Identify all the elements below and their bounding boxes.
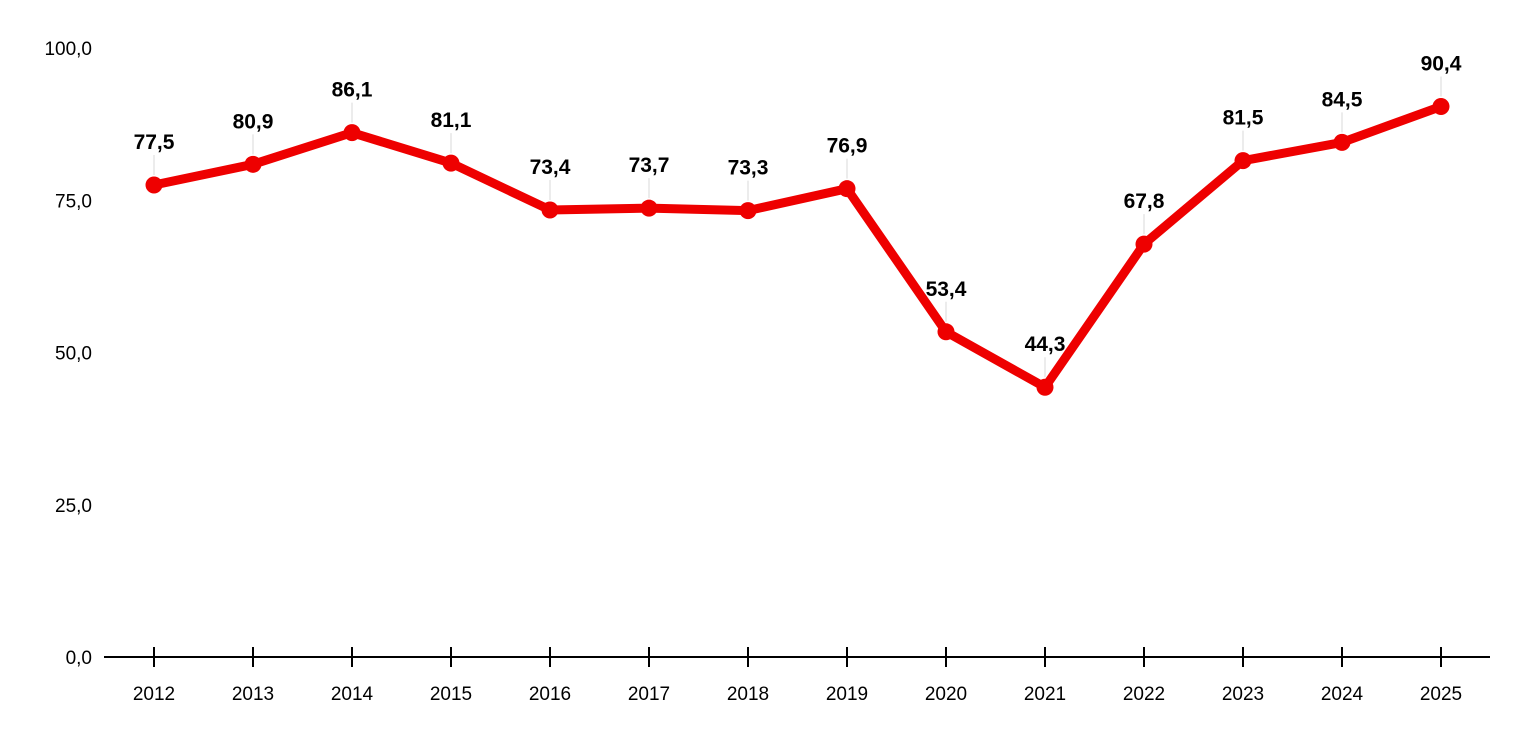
x-tick-label: 2017 xyxy=(628,684,670,705)
data-label: 81,1 xyxy=(431,109,472,132)
x-tick-label: 2020 xyxy=(925,684,967,705)
x-tick-label: 2014 xyxy=(331,684,374,705)
data-label-leader-lines xyxy=(153,76,1442,378)
x-tick-label: 2013 xyxy=(232,684,274,705)
data-label: 73,4 xyxy=(530,156,571,179)
data-label: 80,9 xyxy=(233,110,274,133)
y-tick-label: 100,0 xyxy=(44,39,92,60)
x-tick-label: 2024 xyxy=(1321,684,1364,705)
data-label: 73,7 xyxy=(629,154,670,177)
series-line xyxy=(149,101,1446,392)
data-point xyxy=(1234,152,1252,170)
x-axis-tick-labels: 2012 2013 2014 2015 2016 2017 2018 2019 2020 2021… xyxy=(133,684,1462,705)
x-axis-ticks xyxy=(153,647,1442,667)
y-tick-label: 75,0 xyxy=(55,191,92,212)
y-tick-label: 25,0 xyxy=(55,496,92,517)
y-axis-tick-labels: 0,0 25,0 50,0 75,0 100,0 xyxy=(44,39,92,669)
data-points xyxy=(145,97,1450,396)
data-point xyxy=(1135,235,1153,253)
data-point xyxy=(1432,97,1450,115)
x-tick-label: 2025 xyxy=(1420,684,1462,705)
x-tick-label: 2012 xyxy=(133,684,175,705)
data-labels: 77,5 80,9 86,1 81,1 73,4 73,7 73,3 76,9 53,4 44,3… xyxy=(134,52,1462,356)
x-tick-label: 2015 xyxy=(430,684,472,705)
data-point xyxy=(640,199,658,217)
x-tick-label: 2019 xyxy=(826,684,868,705)
y-tick-label: 0,0 xyxy=(66,648,92,669)
x-tick-label: 2018 xyxy=(727,684,769,705)
data-label: 76,9 xyxy=(827,135,868,158)
data-label: 77,5 xyxy=(134,131,175,154)
data-point xyxy=(1036,378,1054,396)
data-label: 44,3 xyxy=(1025,333,1066,356)
y-tick-label: 50,0 xyxy=(55,344,92,365)
x-tick-label: 2022 xyxy=(1123,684,1165,705)
data-label: 84,5 xyxy=(1322,88,1363,111)
data-label: 86,1 xyxy=(332,79,373,102)
data-point xyxy=(442,154,460,172)
data-point xyxy=(1333,133,1351,151)
x-tick-label: 2016 xyxy=(529,684,571,705)
data-point xyxy=(145,176,163,194)
data-point xyxy=(739,202,757,220)
data-label: 53,4 xyxy=(926,278,967,301)
data-point xyxy=(343,124,361,142)
data-label: 67,8 xyxy=(1124,190,1165,213)
x-tick-label: 2023 xyxy=(1222,684,1264,705)
data-label: 81,5 xyxy=(1223,107,1264,130)
data-point xyxy=(244,155,262,173)
data-point xyxy=(838,180,856,198)
data-label: 73,3 xyxy=(728,157,769,180)
x-tick-label: 2021 xyxy=(1024,684,1066,705)
data-point xyxy=(541,201,559,219)
data-point xyxy=(937,323,955,341)
data-label: 90,4 xyxy=(1421,52,1462,75)
